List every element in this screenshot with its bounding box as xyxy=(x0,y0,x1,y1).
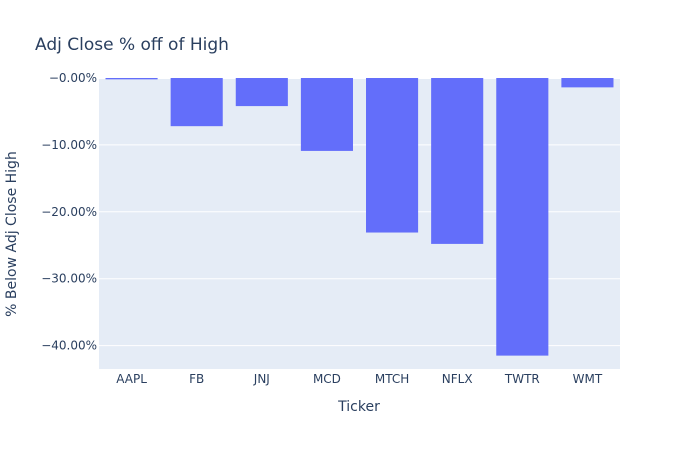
y-tick-label: −0.00% xyxy=(49,71,97,85)
x-tick-label: NFLX xyxy=(442,372,473,386)
x-axis-title: Ticker xyxy=(337,399,380,415)
y-tick-label: −40.00% xyxy=(41,339,97,353)
x-tick-label: JNJ xyxy=(253,372,270,386)
x-tick-label: AAPL xyxy=(116,372,147,386)
chart-title: Adj Close % off of High xyxy=(35,35,229,55)
bar-twtr[interactable] xyxy=(496,78,549,356)
y-tick-label: −20.00% xyxy=(41,205,97,219)
x-tick-label: FB xyxy=(189,372,204,386)
x-axis-tick-labels: AAPL FB JNJ MCD MTCH NFLX TWTR WMT xyxy=(116,372,603,386)
bar-mcd[interactable] xyxy=(300,78,353,151)
y-axis-tick-labels: −0.00% −10.00% −20.00% −30.00% −40.00% xyxy=(41,71,97,353)
y-tick-label: −30.00% xyxy=(41,272,97,286)
x-tick-label: MCD xyxy=(313,372,341,386)
x-tick-label: TWTR xyxy=(504,372,540,386)
bar-nflx[interactable] xyxy=(431,78,484,244)
bar-jnj[interactable] xyxy=(235,78,288,107)
bars xyxy=(105,78,614,356)
bar-mtch[interactable] xyxy=(366,78,419,233)
bar-aapl[interactable] xyxy=(105,78,158,80)
bar-wmt[interactable] xyxy=(561,78,614,88)
y-axis-title: % Below Adj Close High xyxy=(4,151,20,317)
bar-fb[interactable] xyxy=(170,78,223,127)
y-tick-label: −10.00% xyxy=(41,138,97,152)
x-tick-label: WMT xyxy=(573,372,603,386)
x-tick-label: MTCH xyxy=(375,372,409,386)
